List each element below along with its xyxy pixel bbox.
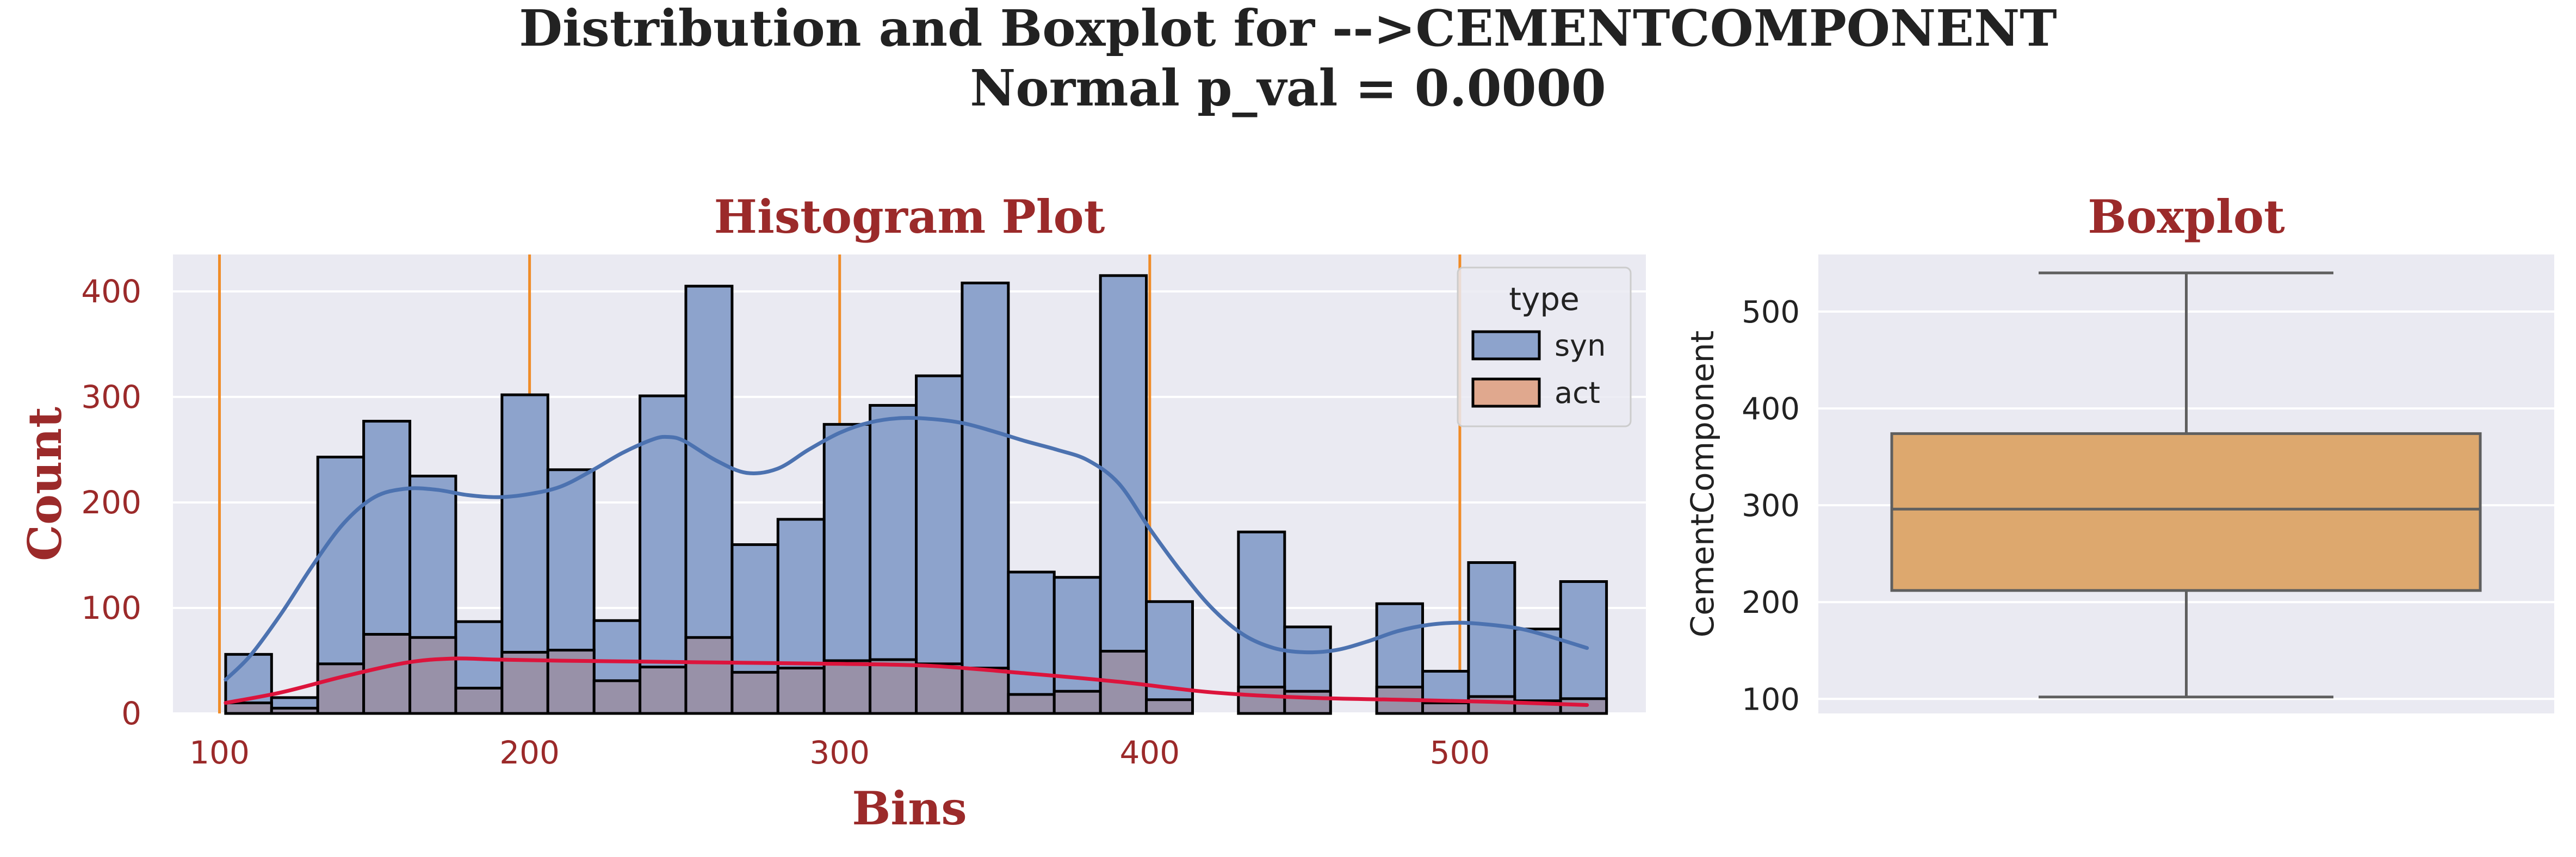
x-tick-label: 200: [499, 734, 560, 771]
bar-syn: [1099, 274, 1148, 715]
y-tick-label: 300: [1742, 488, 1800, 524]
legend-title: type: [1509, 281, 1580, 318]
bar-act: [639, 666, 688, 715]
histogram-title: Histogram Plot: [714, 190, 1105, 244]
bar-act: [730, 670, 779, 715]
kde-line-act: [224, 656, 1589, 707]
x-tick-label: 500: [1430, 734, 1490, 771]
boxplot-y-axis-label: CementComponent: [1684, 331, 1721, 638]
bar-syn: [1145, 600, 1194, 715]
bar-act: [1145, 698, 1194, 715]
histogram-kde-curves: [224, 415, 1589, 707]
bar-act: [408, 636, 457, 715]
bar-act: [1467, 695, 1516, 715]
boxplot-tick-labels: 100 200 300 400 500: [1742, 295, 1800, 717]
y-tick-label: 200: [1742, 585, 1800, 620]
bar-syn: [1467, 561, 1516, 715]
bar-act: [1283, 690, 1332, 715]
y-tick-label: 0: [121, 695, 141, 732]
bar-act: [1421, 701, 1470, 715]
kde-line-syn: [224, 415, 1589, 682]
y-tick-label: 500: [1742, 295, 1800, 330]
bar-act: [1052, 690, 1102, 715]
bar-act: [776, 667, 826, 715]
boxplot-panel: 100 200 300 400 500 Boxplot CementComponent: [1684, 190, 2554, 717]
bar-act: [316, 662, 366, 715]
bar-syn: [915, 374, 964, 715]
bar-act: [362, 632, 412, 715]
histogram-x-axis-label: Bins: [852, 781, 967, 835]
bar-act: [869, 658, 918, 715]
bar-syn: [1237, 530, 1286, 715]
x-tick-label: 300: [809, 734, 870, 771]
histogram-panel: 0 100 200 300 400 100 200 300 400 500 Histogram P…: [18, 190, 1646, 835]
bar-act: [684, 636, 734, 715]
legend-swatch-syn: [1471, 330, 1541, 361]
bar-act: [915, 662, 964, 715]
y-tick-label: 400: [1742, 392, 1800, 427]
boxplot-box: [1890, 271, 2482, 699]
histogram-bars-act: [224, 632, 1608, 715]
x-tick-label: 400: [1119, 734, 1180, 771]
y-tick-label: 100: [1742, 682, 1800, 717]
bar-act: [1007, 693, 1056, 715]
bar-act: [1237, 685, 1286, 715]
figure-title: Distribution and Boxplot for -->CEMENTCO…: [519, 0, 2057, 58]
figure-subtitle: Normal p_val = 0.0000: [970, 59, 1606, 117]
y-tick-label: 300: [81, 378, 141, 415]
legend-label-act: act: [1555, 376, 1600, 410]
legend-label-syn: syn: [1555, 328, 1606, 363]
histogram-tick-labels: 0 100 200 300 400 100 200 300 400 500: [81, 273, 1490, 771]
y-tick-label: 400: [81, 273, 141, 310]
bar-act: [961, 667, 1010, 715]
bar-act: [270, 706, 319, 715]
legend: type syn act: [1457, 266, 1632, 427]
boxplot-title: Boxplot: [2088, 190, 2285, 244]
bar-act: [592, 679, 642, 715]
x-tick-label: 100: [189, 734, 250, 771]
legend-swatch-act: [1471, 377, 1541, 408]
bar-act: [454, 686, 504, 715]
box-body: [1890, 432, 2482, 592]
bar-syn: [961, 281, 1010, 715]
y-tick-label: 100: [81, 589, 141, 626]
histogram-y-axis-label: Count: [18, 407, 72, 561]
y-tick-label: 200: [81, 484, 141, 521]
bar-act: [822, 659, 872, 715]
bar-syn: [1007, 570, 1056, 715]
bar-act: [224, 701, 273, 715]
bar-syn: [1513, 628, 1562, 715]
bar-act: [500, 650, 549, 715]
